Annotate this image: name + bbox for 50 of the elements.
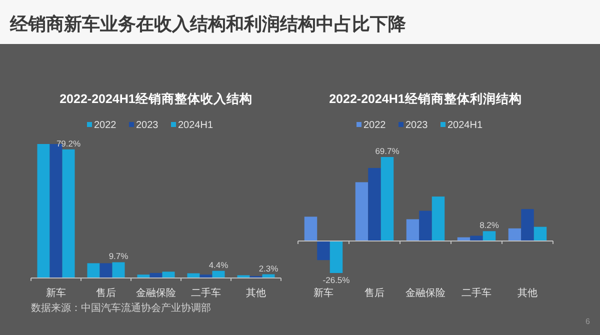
bar — [162, 272, 175, 278]
bar — [112, 262, 125, 278]
source-note: 数据来源：中国汽车流通协会产业协调部 — [31, 302, 211, 314]
legend-label: 2023 — [136, 120, 159, 131]
bar — [380, 157, 394, 242]
bar — [508, 228, 522, 242]
x-tick-label: 新车 — [46, 287, 66, 299]
x-tick-label: 二手车 — [191, 287, 221, 299]
chart-title: 2022-2024H1经销商整体利润结构 — [329, 91, 522, 106]
bar — [212, 270, 225, 278]
data-label: 79.2% — [56, 138, 81, 148]
text: 经销商新车业务在收入结构和利润结构中占比下降 — [9, 14, 407, 34]
bar — [470, 236, 483, 242]
bar — [330, 241, 343, 273]
data-label: 69.7% — [375, 146, 400, 156]
legend-label: 2024H1 — [178, 120, 214, 131]
chart-title: 2022-2024H1经销商整体收入结构 — [60, 91, 252, 106]
bar — [368, 168, 381, 242]
text: 6 — [586, 317, 591, 326]
bar — [406, 219, 420, 242]
x-tick-label: 售后 — [364, 287, 384, 299]
bar — [419, 210, 432, 242]
bar — [237, 275, 250, 278]
x-tick-label: 售后 — [96, 287, 116, 299]
x-tick-label: 其他 — [246, 287, 266, 299]
bar — [304, 216, 318, 242]
bar — [317, 241, 330, 260]
bar — [521, 209, 534, 242]
data-label: 2.3% — [258, 263, 279, 274]
data-label: 4.4% — [208, 260, 229, 270]
bar — [432, 196, 445, 242]
bar — [355, 182, 368, 242]
data-label: 9.7% — [108, 251, 129, 262]
x-tick-label: 金融保险 — [136, 287, 176, 299]
bar — [62, 149, 75, 278]
x-tick-label: 新车 — [314, 287, 334, 299]
bar — [37, 144, 50, 278]
legend-label: 2023 — [406, 120, 428, 131]
legend-label: 2024H1 — [448, 120, 483, 131]
bar — [482, 231, 496, 242]
x-tick-label: 二手车 — [462, 287, 492, 299]
data-label: -26.5% — [322, 275, 350, 285]
data-label: 8.2% — [480, 220, 500, 230]
bar — [87, 263, 100, 278]
legend-label: 2022 — [94, 120, 117, 131]
x-tick-label: 金融保险 — [406, 287, 446, 299]
x-tick-label: 其他 — [518, 287, 538, 299]
bar — [534, 226, 547, 242]
bar — [100, 263, 112, 278]
legend-label: 2022 — [364, 120, 386, 131]
